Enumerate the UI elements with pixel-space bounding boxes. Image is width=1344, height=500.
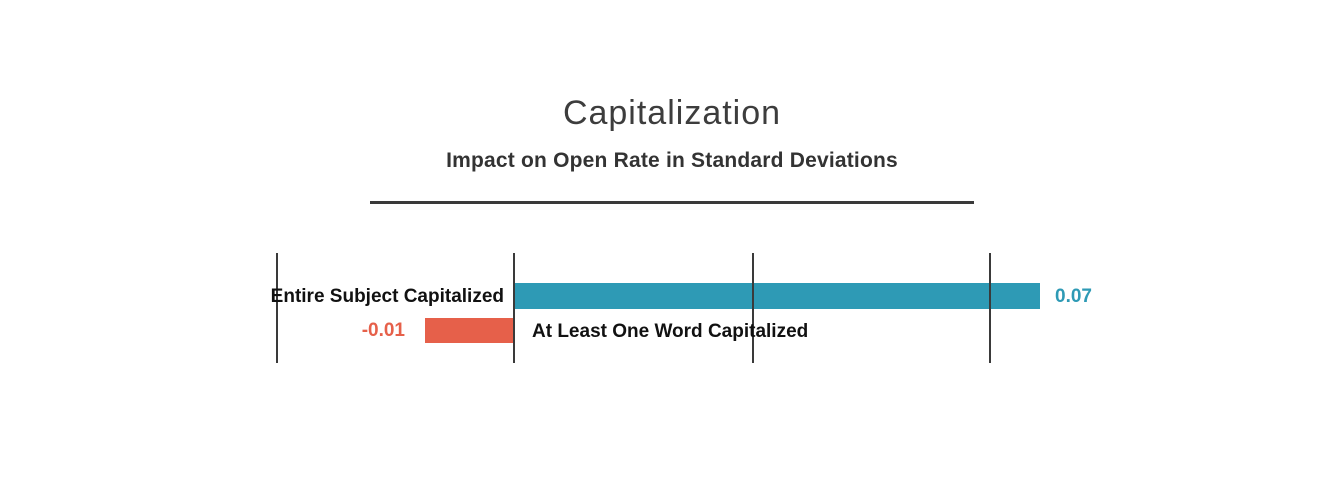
category-label-entire-subject-capitalized: Entire Subject Capitalized — [270, 286, 504, 307]
gridline — [276, 253, 278, 363]
title-divider — [370, 201, 974, 204]
value-label-negative: -0.01 — [361, 320, 405, 341]
category-label-at-least-one-word-capitalized: At Least One Word Capitalized — [532, 321, 809, 342]
bar-entire-subject-capitalized — [514, 283, 1040, 309]
gridline — [989, 253, 991, 363]
chart-subtitle: Impact on Open Rate in Standard Deviatio… — [446, 149, 898, 172]
value-label-positive: 0.07 — [1055, 286, 1092, 307]
bar-at-least-one-word-capitalized — [425, 318, 513, 343]
chart-title: Capitalization — [562, 94, 782, 132]
gridline — [752, 253, 754, 363]
gridline — [513, 253, 515, 363]
